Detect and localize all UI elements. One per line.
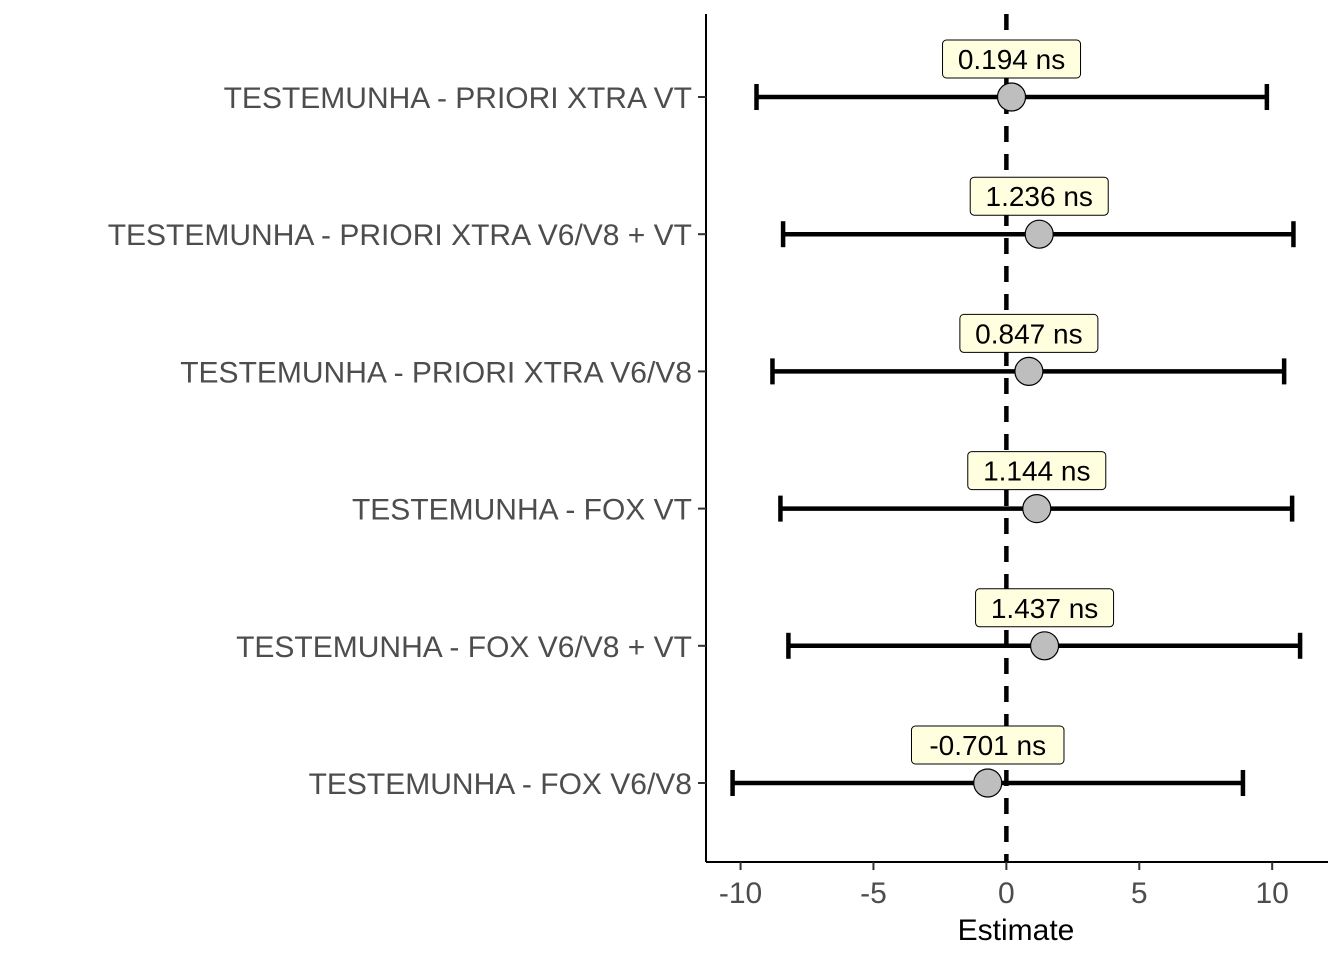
- x-tick-label: 0: [998, 877, 1015, 910]
- estimate-labels: 0.194 ns 1.236 ns 0.847 ns 1.144 ns 1.437 ns…: [910, 39, 1115, 765]
- x-tick-label: 10: [1255, 877, 1288, 910]
- x-tick-label: -5: [860, 877, 887, 910]
- axes: [705, 14, 1328, 863]
- estimate-point: [1029, 631, 1060, 661]
- category-labels: TESTEMUNHA - PRIORI XTRA VT TESTEMUNHA - …: [108, 82, 706, 801]
- x-axis-title: Estimate: [958, 914, 1075, 947]
- x-tick-label: -10: [719, 877, 762, 910]
- estimate-label-box: [967, 451, 1107, 491]
- estimate-label: 1.437 ns: [991, 593, 1098, 624]
- estimate-point: [973, 768, 1003, 798]
- estimate-label: -0.701 ns: [929, 730, 1046, 761]
- estimate-point: [996, 82, 1027, 112]
- category-label: TESTEMUNHA - PRIORI XTRA V6/V8: [180, 356, 692, 389]
- estimate-point: [1024, 219, 1054, 249]
- estimate-label: 0.194 ns: [958, 44, 1065, 75]
- category-label: TESTEMUNHA - FOX VT: [352, 494, 692, 527]
- estimate-point: [1022, 494, 1052, 524]
- estimate-label-box: [969, 176, 1109, 216]
- estimate-label-box: [942, 39, 1082, 79]
- estimate-label: 1.144 ns: [983, 456, 1090, 487]
- category-label: TESTEMUNHA - PRIORI XTRA V6/V8 + VT: [108, 219, 692, 252]
- x-tick-label: 5: [1131, 877, 1148, 910]
- estimate-points: [973, 82, 1060, 798]
- estimate-label: 0.847 ns: [975, 318, 1082, 349]
- estimate-label-box: [975, 588, 1115, 628]
- category-label: TESTEMUNHA - PRIORI XTRA VT: [224, 82, 692, 115]
- category-label: TESTEMUNHA - FOX V6/V8: [309, 768, 692, 801]
- estimate-label-box: [910, 725, 1065, 765]
- estimate-point: [1014, 356, 1044, 386]
- estimate-label-box: [959, 313, 1099, 353]
- category-label: TESTEMUNHA - FOX V6/V8 + VT: [236, 631, 692, 664]
- x-ticks: -10 -5 0 5 10: [719, 862, 1289, 910]
- estimate-label: 1.236 ns: [986, 181, 1093, 212]
